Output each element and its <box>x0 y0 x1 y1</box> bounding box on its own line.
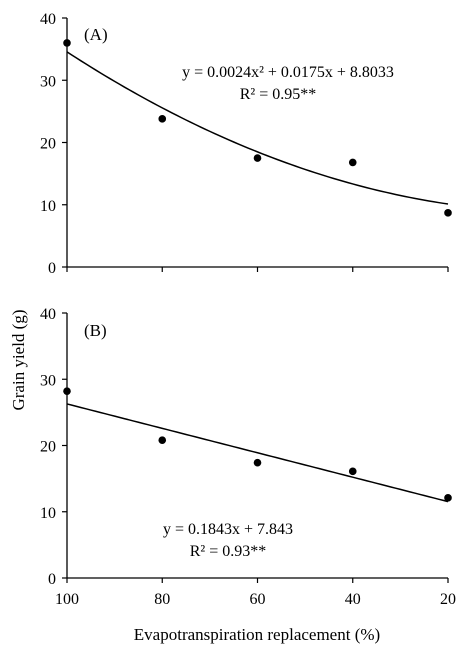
y-tick-label: 0 <box>48 571 56 588</box>
y-tick-label: 40 <box>40 306 56 323</box>
data-point <box>158 436 167 445</box>
fit-curve <box>66 51 449 205</box>
y-tick-label: 20 <box>40 136 56 153</box>
r-squared: R² = 0.95** <box>240 86 317 103</box>
panel-label: (A) <box>84 25 108 44</box>
x-axis-label: Evapotranspiration replacement (%) <box>134 625 380 644</box>
x-tick-label: 60 <box>250 591 266 608</box>
panel-b: 0 10 20 30 40 100 80 60 40 20 (B) y = 0.1843x + 7.8… <box>40 306 456 608</box>
panels: 0 10 20 30 40 (A) y = 0.0024x² + 0.0175x + 8.8… <box>40 11 456 608</box>
y-tick-label: 40 <box>40 11 56 28</box>
x-tick-label: 80 <box>154 591 170 608</box>
data-point <box>158 115 167 123</box>
data-point <box>63 39 71 47</box>
data-point <box>63 387 71 395</box>
x-tick-label: 100 <box>55 591 79 608</box>
y-tick-label: 10 <box>40 505 56 522</box>
data-point <box>348 467 357 476</box>
fit-curve <box>66 403 449 503</box>
r-squared: R² = 0.93** <box>190 543 267 560</box>
fit-equation: y = 0.0024x² + 0.0175x + 8.8033 <box>182 64 394 81</box>
y-axis-label: Grain yield (g) <box>9 309 28 410</box>
y-tick-label: 0 <box>48 260 56 277</box>
y-tick-label: 30 <box>40 372 56 389</box>
panel-a: 0 10 20 30 40 (A) y = 0.0024x² + 0.0175x + 8.8… <box>40 11 452 277</box>
data-point <box>348 158 357 167</box>
data-point <box>253 458 262 467</box>
x-tick-label: 40 <box>345 591 361 608</box>
panel-label: (B) <box>84 321 107 340</box>
data-point <box>444 494 452 502</box>
data-point <box>253 154 262 162</box>
y-tick-label: 10 <box>40 198 56 215</box>
y-tick-label: 20 <box>40 439 56 456</box>
y-tick-label: 30 <box>40 73 56 90</box>
data-point <box>444 209 452 217</box>
x-tick-label: 20 <box>440 591 456 608</box>
fit-equation: y = 0.1843x + 7.843 <box>163 521 293 538</box>
